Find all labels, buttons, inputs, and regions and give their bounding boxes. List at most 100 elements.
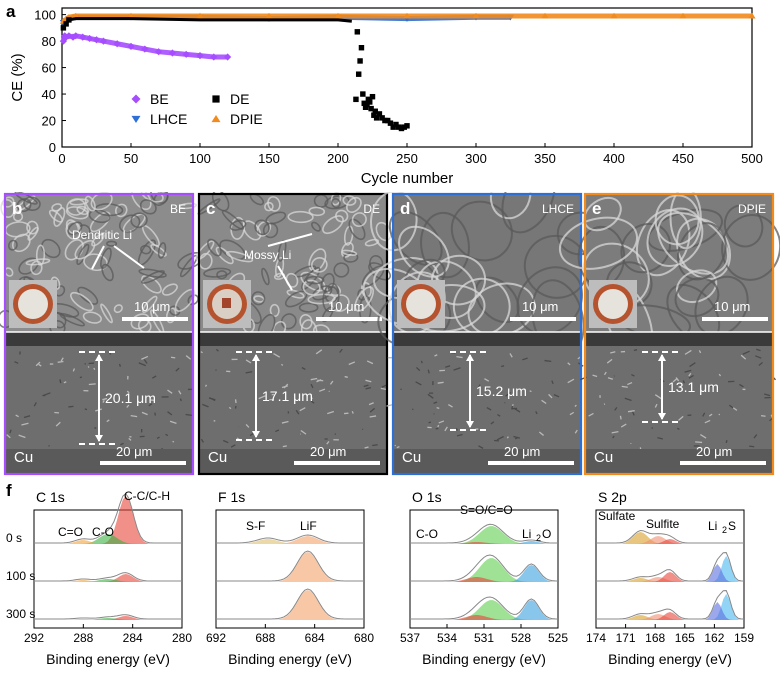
xps-envelope <box>410 554 559 582</box>
cross-texture <box>631 373 635 377</box>
cross-texture <box>152 375 157 379</box>
scale-label-top-e: 10 μm <box>714 299 750 314</box>
x-tick-label: 350 <box>534 151 556 166</box>
cross-texture <box>315 349 323 355</box>
cross-texture <box>310 400 315 404</box>
surface-texture <box>178 202 198 210</box>
xps-title-3: S 2p <box>598 489 627 505</box>
data-point-de <box>376 111 383 117</box>
cross-texture <box>631 411 635 416</box>
data-point-de <box>354 29 361 35</box>
data-point-de <box>361 100 367 107</box>
cross-texture <box>258 395 266 400</box>
surface-texture <box>150 244 167 257</box>
xps-peak-fill <box>410 577 558 582</box>
cross-texture <box>445 365 451 368</box>
data-point-de <box>371 112 377 118</box>
x-tick-label: 100 <box>189 151 211 166</box>
data-point-de <box>369 93 376 100</box>
thickness-label-b: 20.1 μm <box>105 390 156 406</box>
xps-title-2: O 1s <box>412 489 442 505</box>
surface-texture <box>320 272 335 293</box>
cross-texture <box>698 350 702 354</box>
data-point-de <box>367 99 373 105</box>
cross-texture <box>300 429 307 435</box>
surface-texture <box>341 249 358 257</box>
data-point-de <box>373 115 380 121</box>
surface-texture <box>27 226 39 241</box>
cross-texture <box>621 385 628 388</box>
data-point-de <box>355 71 362 77</box>
surface-texture <box>269 303 280 318</box>
cross-texture <box>654 403 658 408</box>
xps-envelope <box>596 552 745 582</box>
data-point-de <box>404 123 410 129</box>
arrow-head <box>95 435 103 442</box>
surface-texture <box>370 192 418 252</box>
cross-texture <box>143 359 148 364</box>
cross-texture <box>88 383 96 386</box>
cross-texture <box>148 403 153 407</box>
thickness-label-e: 13.1 μm <box>668 379 719 395</box>
surface-texture <box>138 268 167 278</box>
cross-texture <box>68 405 74 408</box>
cross-texture <box>245 371 253 374</box>
surface-texture <box>23 196 41 212</box>
cross-texture <box>154 412 156 416</box>
cross-texture <box>310 396 313 400</box>
panel-label-f: f <box>6 481 12 500</box>
cross-texture <box>538 431 544 436</box>
cross-texture <box>396 446 400 449</box>
surface-texture <box>69 198 89 206</box>
cross-texture <box>60 357 64 362</box>
cross-texture <box>455 428 458 431</box>
legend-label-dpie: DPIE <box>230 111 263 127</box>
surface-texture <box>88 209 111 224</box>
cross-section-top <box>4 332 194 346</box>
cross-texture <box>700 434 707 439</box>
cross-texture <box>689 362 696 368</box>
xps-tick-label: 680 <box>354 631 374 645</box>
y-tick-label: 60 <box>42 61 56 76</box>
cross-texture <box>427 393 434 399</box>
surface-texture <box>165 307 177 324</box>
data-point-dpie <box>541 12 549 19</box>
xps-peak-fill <box>410 600 558 620</box>
cross-texture <box>282 445 287 448</box>
x-tick-label: 200 <box>327 151 349 166</box>
surface-texture <box>65 206 89 220</box>
cross-texture <box>672 378 678 383</box>
xps-envelope <box>34 572 182 582</box>
cross-texture <box>327 410 335 415</box>
cross-texture <box>339 348 343 353</box>
cross-texture <box>478 445 484 449</box>
scale-bar-bottom <box>488 461 574 465</box>
cross-texture <box>167 411 173 416</box>
data-point-de <box>353 96 359 103</box>
surface-texture <box>141 270 165 284</box>
surface-texture <box>118 214 141 233</box>
surface-texture <box>74 239 96 260</box>
surface-texture <box>351 212 367 228</box>
cross-texture <box>753 434 758 439</box>
xps-peak-label: C=O <box>58 525 83 539</box>
data-point-de <box>390 124 396 130</box>
surface-texture <box>48 209 63 223</box>
cross-texture <box>433 401 438 404</box>
data-point-be <box>182 50 190 58</box>
xps-peak-fill <box>216 539 364 544</box>
cross-texture <box>156 436 160 440</box>
cross-texture <box>682 380 686 384</box>
cross-texture <box>316 379 322 383</box>
surface-texture <box>51 203 63 212</box>
x-tick-label: 250 <box>396 151 418 166</box>
data-point-be <box>86 34 94 43</box>
cross-texture <box>172 440 175 443</box>
cross-texture <box>688 374 694 379</box>
xps-tick-label: 531 <box>474 631 494 645</box>
cross-texture <box>620 423 627 428</box>
cross-texture <box>43 392 51 397</box>
cross-section-top <box>198 332 388 346</box>
